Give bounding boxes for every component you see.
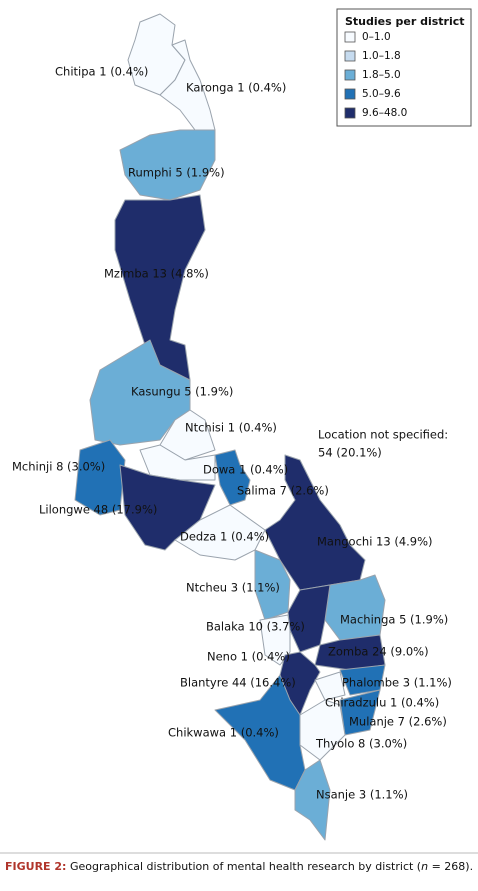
- district-label: Rumphi 5 (1.9%): [128, 166, 225, 180]
- district-label: Chiradzulu 1 (0.4%): [325, 696, 439, 710]
- district: [287, 584, 331, 653]
- label-layer: Chitipa 1 (0.4%) Karonga 1 (0.4%) Rumphi 5…: [12, 65, 452, 802]
- legend-swatch: [344, 69, 356, 81]
- district: [174, 504, 266, 561]
- district-label: Machinga 5 (1.9%): [340, 613, 448, 627]
- district-label: Thyolo 8 (3.0%): [315, 737, 407, 751]
- legend-title: Studies per district: [345, 15, 465, 28]
- district-layer: [74, 13, 386, 841]
- caption-rest: = 268).: [428, 860, 473, 873]
- legend-box: [336, 8, 472, 127]
- caption-text: Geographical distribution of mental heal…: [70, 860, 421, 873]
- district-label: Chitipa 1 (0.4%): [55, 65, 148, 79]
- caption: FIGURE 2: Geographical distribution of m…: [5, 860, 473, 873]
- legend-swatch: [344, 88, 356, 100]
- district-label: Balaka 10 (3.7%): [206, 620, 305, 634]
- district-label: Ntchisi 1 (0.4%): [185, 421, 277, 435]
- legend-label: 9.6–48.0: [362, 107, 407, 119]
- district-label: Zomba 24 (9.0%): [328, 645, 429, 659]
- district-label: Mchinji 8 (3.0%): [12, 460, 105, 474]
- unspecified-line: 54 (20.1%): [318, 446, 382, 460]
- district-label: Lilongwe 48 (17.9%): [39, 503, 157, 517]
- district: [74, 439, 126, 516]
- district-label: Chikwawa 1 (0.4%): [168, 726, 279, 740]
- district-label: Salima 7 (2.6%): [237, 484, 329, 498]
- district-label: Karonga 1 (0.4%): [186, 81, 286, 95]
- legend-label: 0–1.0: [362, 31, 391, 43]
- district-label: Mulanje 7 (2.6%): [349, 715, 447, 729]
- district-label: Dowa 1 (0.4%): [203, 463, 288, 477]
- district: [119, 129, 216, 201]
- district: [294, 759, 331, 841]
- district-label: Ntcheu 3 (1.1%): [186, 581, 280, 595]
- legend-items: 0–1.0 1.0–1.8 1.8–5.0 5.0–9.6 9.6–48.0: [344, 31, 407, 119]
- district-label: Mangochi 13 (4.9%): [317, 535, 433, 549]
- district: [314, 671, 346, 701]
- district: [214, 674, 306, 791]
- legend-label: 5.0–9.6: [362, 88, 401, 100]
- caption-n: n: [421, 860, 428, 873]
- district: [324, 574, 386, 641]
- district-label: Dedza 1 (0.4%): [180, 530, 269, 544]
- district-label: Kasungu 5 (1.9%): [131, 385, 233, 399]
- district-label: Nsanje 3 (1.1%): [316, 788, 408, 802]
- district-label: Mzimba 13 (4.8%): [104, 267, 209, 281]
- district-label: Blantyre 44 (16.4%): [180, 676, 296, 690]
- legend-swatch: [344, 50, 356, 62]
- district-label: Phalombe 3 (1.1%): [342, 676, 452, 690]
- legend-label: 1.0–1.8: [362, 50, 401, 62]
- district: [259, 614, 291, 666]
- district: [114, 194, 206, 381]
- district-label: Neno 1 (0.4%): [207, 650, 290, 664]
- district: [214, 449, 251, 506]
- unspecified-line: Location not specified:: [318, 428, 448, 442]
- legend-swatch: [344, 31, 356, 43]
- caption-label: FIGURE 2:: [5, 860, 66, 873]
- legend-swatch: [344, 107, 356, 119]
- legend-label: 1.8–5.0: [362, 69, 401, 81]
